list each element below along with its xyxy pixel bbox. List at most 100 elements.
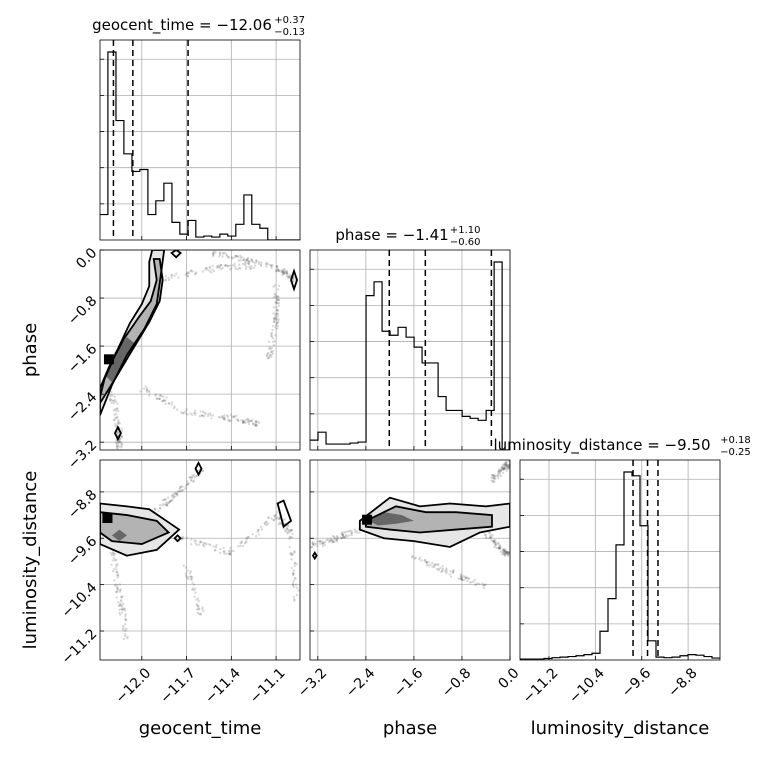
sample-point	[200, 541, 203, 544]
density-fill-2	[368, 512, 414, 526]
sample-point	[167, 402, 170, 405]
sample-point	[148, 391, 151, 394]
sample-point	[114, 583, 117, 586]
sample-point	[281, 271, 284, 274]
sample-point	[185, 483, 189, 487]
sample-point	[162, 395, 165, 398]
sample-point	[230, 550, 233, 553]
sample-point	[311, 541, 314, 545]
sample-point	[248, 419, 252, 423]
sample-point	[355, 529, 358, 533]
sample-point	[197, 607, 201, 611]
sample-point	[417, 557, 421, 561]
sample-point	[126, 635, 129, 639]
sample-point	[268, 346, 271, 349]
sample-point	[196, 611, 199, 615]
sample-point	[254, 422, 258, 426]
sample-point	[272, 343, 276, 347]
sample-point	[120, 436, 124, 439]
sample-point	[280, 270, 283, 274]
sample-point	[181, 412, 184, 415]
sample-point	[470, 580, 473, 584]
sample-point	[224, 252, 227, 255]
sample-point	[499, 474, 503, 478]
sample-point	[168, 500, 172, 503]
sample-point	[290, 528, 293, 532]
sample-point	[505, 550, 509, 554]
sample-point	[310, 545, 313, 549]
sample-point	[111, 394, 114, 397]
sample-point	[208, 266, 212, 270]
sample-point	[274, 513, 277, 517]
sample-point	[504, 553, 507, 556]
sample-point	[506, 465, 510, 468]
sample-point	[114, 400, 118, 404]
sample-point	[164, 275, 168, 278]
sample-point	[497, 474, 500, 478]
sample-point	[118, 440, 121, 444]
sample-point	[182, 411, 185, 415]
sample-point	[218, 416, 222, 419]
sample-point	[499, 546, 502, 549]
sample-point	[327, 538, 330, 542]
sample-point	[218, 252, 222, 255]
sample-point	[505, 461, 508, 464]
sample-point	[292, 579, 296, 583]
sample-point	[145, 390, 149, 393]
sample-point	[504, 463, 508, 466]
sample-point	[233, 415, 236, 418]
sample-point	[329, 538, 332, 542]
sample-point	[215, 266, 218, 269]
contour-island-0	[311, 551, 318, 561]
sample-point	[275, 297, 278, 300]
sample-point	[265, 523, 269, 527]
sample-point	[283, 518, 286, 521]
sample-point	[159, 503, 162, 507]
sample-point	[118, 608, 121, 612]
sample-point	[201, 270, 205, 273]
sample-point	[488, 531, 491, 535]
sample-point	[288, 273, 291, 277]
sample-point	[276, 298, 279, 301]
sample-point	[330, 539, 333, 542]
sample-point	[503, 554, 507, 557]
sample-point	[158, 394, 161, 397]
sample-point	[243, 419, 246, 423]
sample-point	[245, 259, 248, 262]
sample-point	[257, 262, 261, 266]
sample-point	[192, 411, 196, 415]
sample-point	[125, 627, 128, 630]
sample-point	[157, 397, 160, 401]
sample-point	[245, 258, 249, 261]
sample-point	[249, 267, 252, 270]
sample-point	[434, 563, 437, 566]
sample-point	[187, 272, 190, 275]
sample-point	[286, 272, 289, 275]
sample-point	[335, 537, 339, 541]
sample-point	[345, 530, 349, 533]
sample-point	[254, 419, 258, 423]
sample-point	[255, 534, 258, 538]
sample-point	[257, 528, 260, 532]
sample-point	[268, 263, 271, 267]
title-plus-geocent_time: +0.37	[274, 15, 305, 26]
sample-point	[497, 477, 500, 480]
sample-point	[276, 312, 279, 315]
sample-point	[506, 550, 509, 554]
sample-point	[121, 624, 125, 628]
sample-point	[165, 504, 169, 507]
sample-point	[246, 418, 249, 421]
sample-point	[335, 535, 339, 538]
sample-point	[423, 559, 426, 562]
sample-point	[112, 399, 115, 403]
sample-point	[118, 589, 122, 592]
sample-point	[112, 556, 116, 560]
sample-point	[225, 253, 228, 257]
sample-point	[501, 467, 504, 470]
sample-point	[175, 272, 178, 275]
sample-point	[225, 552, 228, 556]
sample-point	[275, 265, 279, 269]
sample-point	[445, 572, 448, 575]
sample-point	[230, 267, 233, 270]
sample-point	[507, 466, 510, 470]
